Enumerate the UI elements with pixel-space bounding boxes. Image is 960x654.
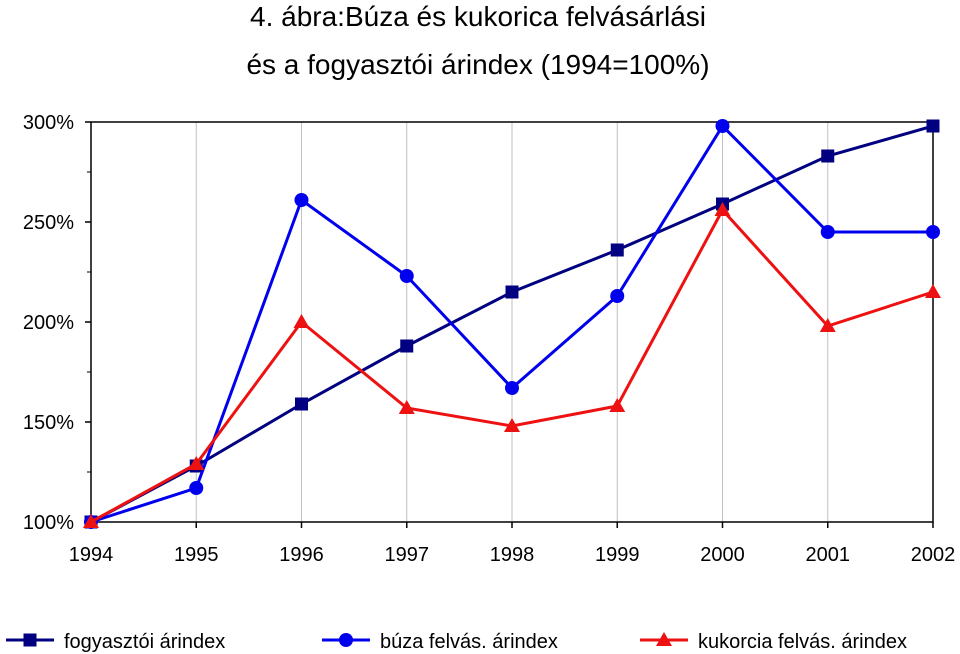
data-point <box>610 289 625 303</box>
chart-title: 4. ábra:Búza és kukorica felvásárlási és… <box>246 1 709 80</box>
data-point <box>610 243 624 257</box>
data-point <box>83 514 99 528</box>
legend-marker <box>656 632 672 646</box>
y-axis: 100% 150% 200% 250% 300% <box>23 112 91 534</box>
legend-label: kukorcia felvás. árindex <box>698 631 907 653</box>
x-tick-label: 2000 <box>700 544 745 566</box>
y-tick-label: 300% <box>23 112 74 134</box>
data-point <box>505 381 519 395</box>
data-point <box>189 481 204 495</box>
x-tick-label: 1997 <box>385 544 430 566</box>
legend-marker <box>339 633 353 647</box>
legend: fogyasztói árindex búza felvás. árindex ku… <box>6 631 907 653</box>
legend-item: fogyasztói árindex <box>6 631 225 653</box>
data-point <box>398 400 415 414</box>
data-point <box>400 339 414 353</box>
grid <box>195 122 829 522</box>
data-point <box>505 285 519 299</box>
data-point <box>188 456 205 470</box>
legend-label: fogyasztói árindex <box>64 631 225 653</box>
data-point <box>294 193 309 207</box>
y-tick-label: 150% <box>23 412 74 434</box>
data-point <box>821 149 835 163</box>
x-axis: 1994 1995 1996 1997 1998 1999 2000 2001 2002 <box>69 522 956 566</box>
chart-title-line-1: 4. ábra:Búza és kukorica felvásárlási <box>250 1 706 32</box>
y-tick-label: 200% <box>23 312 74 334</box>
data-point <box>714 202 731 216</box>
data-point <box>819 318 836 332</box>
data-point <box>926 225 940 239</box>
x-tick-label: 2001 <box>806 544 851 566</box>
data-point <box>926 119 940 133</box>
series-3 <box>83 202 941 528</box>
data-point <box>820 225 835 239</box>
chart-title-line-2: és a fogyasztói árindex (1994=100%) <box>246 49 709 80</box>
data-point <box>504 418 520 432</box>
x-tick-label: 1994 <box>69 544 114 566</box>
x-tick-label: 1995 <box>174 544 219 566</box>
x-tick-label: 1996 <box>279 544 324 566</box>
x-tick-label: 1998 <box>490 544 535 566</box>
x-tick-label: 1999 <box>595 544 640 566</box>
data-point <box>295 397 308 411</box>
data-point <box>293 314 310 328</box>
legend-label: búza felvás. árindex <box>380 631 558 653</box>
data-point <box>925 284 941 298</box>
series-layer <box>83 119 941 529</box>
y-tick-label: 100% <box>23 512 74 534</box>
legend-item: kukorcia felvás. árindex <box>640 631 907 653</box>
y-tick-label: 250% <box>23 212 74 234</box>
x-tick-label: 2002 <box>911 544 956 566</box>
data-point <box>715 119 730 133</box>
legend-item: búza felvás. árindex <box>322 631 558 653</box>
data-point <box>609 398 626 412</box>
data-point <box>399 269 414 283</box>
legend-marker <box>23 633 37 647</box>
